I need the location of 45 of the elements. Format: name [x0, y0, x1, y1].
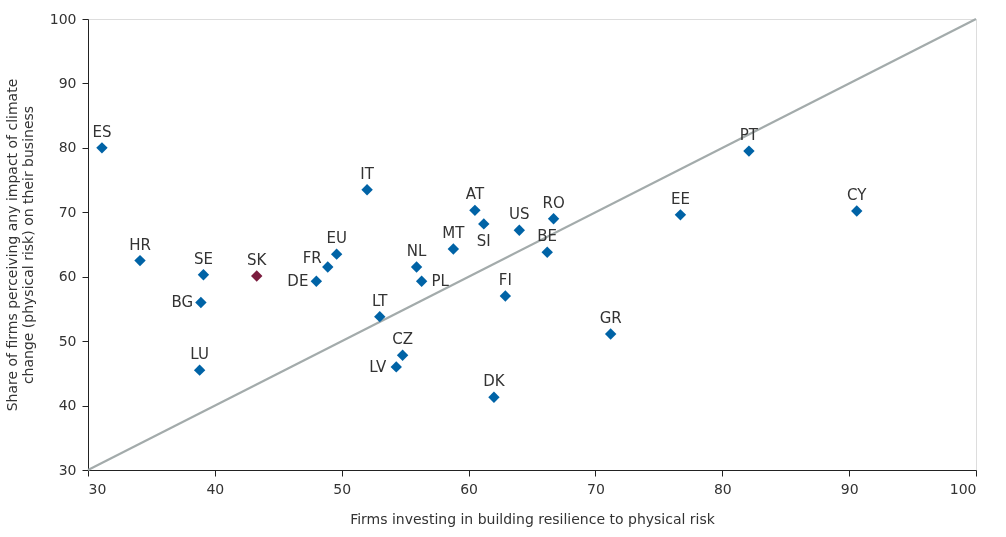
series-label: FR — [302, 249, 322, 268]
series-label: PT — [739, 126, 759, 145]
series-label: LV — [369, 357, 387, 376]
x-tick-label: 70 — [587, 480, 605, 497]
series-label: CY — [847, 186, 868, 204]
series-label: LU — [190, 345, 209, 364]
series-label: HR — [129, 235, 151, 254]
series-label: NL — [406, 242, 427, 261]
series-label: AT — [465, 185, 485, 204]
x-axis-title: Firms investing in building resilience to physical risk — [350, 510, 716, 527]
series-label: SE — [193, 249, 213, 268]
y-axis-title: Share of firms perceiving any impact of climate change (physical risk) on their business — [3, 78, 36, 412]
series-label: BG — [171, 293, 194, 312]
y-tick-label: 100 — [49, 10, 77, 27]
series-label: IT — [360, 164, 375, 183]
y-tick-label: 30 — [58, 461, 77, 478]
series-label: ES — [92, 122, 112, 141]
series-label: LT — [372, 291, 389, 310]
series-label: CZ — [392, 330, 413, 349]
x-tick-label: 30 — [88, 480, 107, 497]
x-tick-label: 80 — [713, 480, 732, 497]
series-label: PL — [431, 272, 450, 291]
y-tick-label: 40 — [58, 397, 77, 414]
x-tick-label: 90 — [840, 480, 859, 497]
series-label: DK — [483, 372, 506, 391]
y-tick-label: 60 — [58, 268, 77, 285]
series-label: EE — [670, 189, 690, 208]
x-tick-label: 40 — [206, 480, 225, 497]
series-label: US — [509, 205, 530, 224]
y-tick-label: 80 — [58, 139, 77, 156]
series-label: EU — [326, 229, 347, 248]
y-tick-label: 70 — [58, 203, 77, 220]
series-label: MT — [442, 224, 466, 243]
x-tick-label: 100 — [949, 480, 977, 497]
series-label: GR — [599, 309, 622, 328]
y-tick-label: 50 — [58, 332, 77, 349]
y-tick-label: 90 — [58, 74, 77, 91]
series-label: SK — [247, 251, 268, 270]
x-tick-label: 50 — [333, 480, 352, 497]
series-label: DE — [287, 272, 309, 291]
x-tick-label: 60 — [460, 480, 478, 497]
series-label: FI — [498, 271, 512, 290]
series-label: SI — [476, 231, 491, 250]
series-label: RO — [542, 193, 565, 212]
series-label: BE — [537, 227, 558, 246]
